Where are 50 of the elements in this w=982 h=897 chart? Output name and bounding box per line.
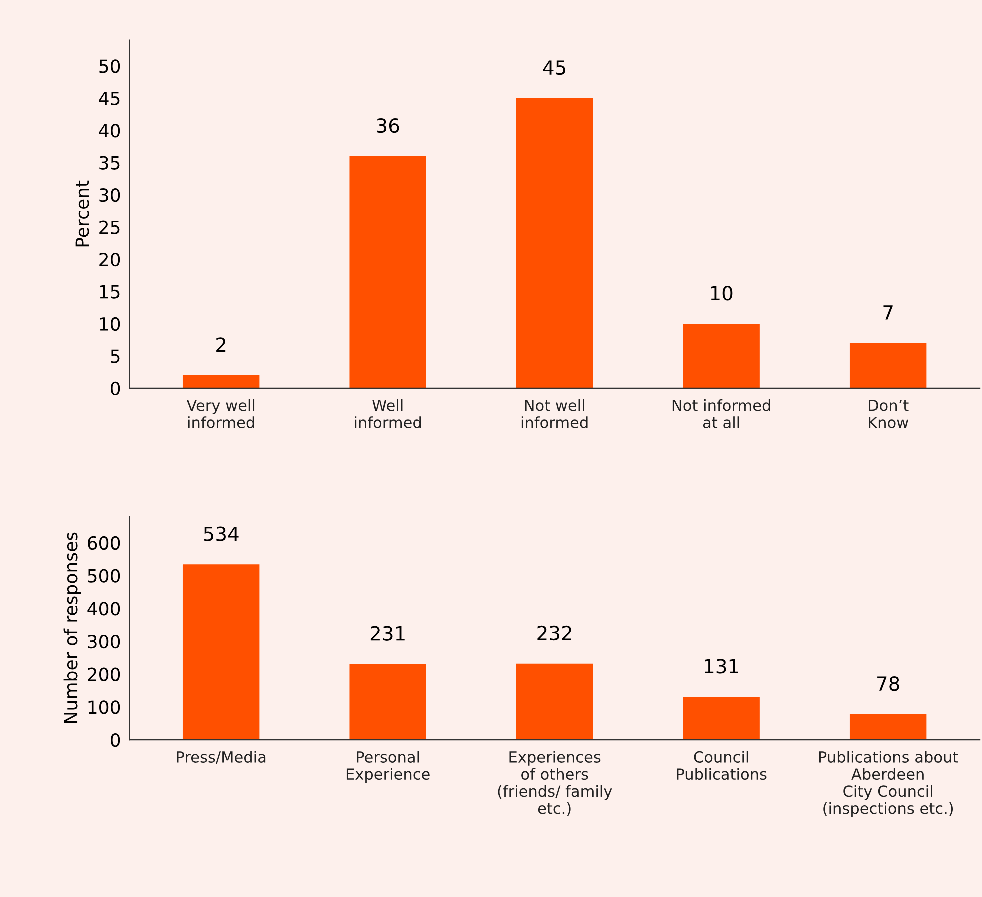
y-tick-label: 20 (100, 252, 120, 267)
data-label: 7 (884, 306, 893, 320)
x-tick-label: Well informed (355, 400, 422, 428)
x-tick-label: Not well informed (522, 400, 588, 428)
y-tick-label: 30 (100, 188, 120, 202)
data-label: 2 (216, 338, 226, 352)
bar (850, 343, 927, 388)
y-tick-label: 50 (100, 60, 120, 74)
bar (683, 696, 760, 740)
bar (516, 98, 594, 388)
y-tick-label: 500 (88, 569, 120, 583)
x-tick-label: Publications about Aberdeen City Council (inspections etc.) (819, 751, 958, 818)
x-tick-label: Very well informed (186, 400, 255, 428)
bar (850, 714, 927, 740)
y-tick-label: 40 (99, 124, 120, 138)
x-tick-label: Press/Media (177, 751, 266, 764)
bar (683, 324, 760, 388)
y-tick-label: 0 (110, 733, 120, 748)
data-label: 36 (377, 118, 400, 134)
y-tick-label: 10 (100, 317, 120, 332)
y-tick-label: 100 (88, 700, 120, 714)
data-label: 10 (711, 286, 733, 301)
data-label: 232 (538, 626, 572, 641)
y-tick-label: 400 (88, 602, 120, 616)
data-label: 78 (878, 676, 900, 692)
bar (182, 564, 260, 740)
bar (516, 664, 594, 740)
y-tick-label: 5 (111, 350, 120, 364)
y-tick-label: 25 (100, 220, 120, 234)
y-tick-label: 300 (88, 634, 120, 649)
data-label: 131 (705, 659, 738, 674)
x-tick-label: Personal Experience (346, 751, 430, 784)
y-tick-label: 15 (100, 285, 120, 299)
y-axis-title: Number of responses (64, 532, 82, 723)
data-label: 534 (204, 526, 239, 542)
y-tick-label: 0 (110, 382, 120, 396)
bar (182, 376, 260, 388)
y-tick-label: 45 (99, 92, 120, 106)
y-tick-label: 600 (88, 536, 120, 550)
bar (350, 156, 426, 388)
x-tick-label: Experiences of others (friends/ family etc.) (498, 751, 612, 816)
x-tick-label: Not informed at all (672, 400, 770, 428)
y-axis-title: Percent (76, 180, 90, 247)
data-label: 45 (543, 60, 566, 76)
x-tick-label: Council Publications (677, 751, 767, 780)
data-label: 231 (370, 626, 405, 641)
bar (350, 664, 426, 740)
x-tick-label: Don’t Know (869, 400, 909, 428)
y-tick-label: 35 (100, 156, 120, 170)
y-tick-label: 200 (88, 668, 120, 682)
